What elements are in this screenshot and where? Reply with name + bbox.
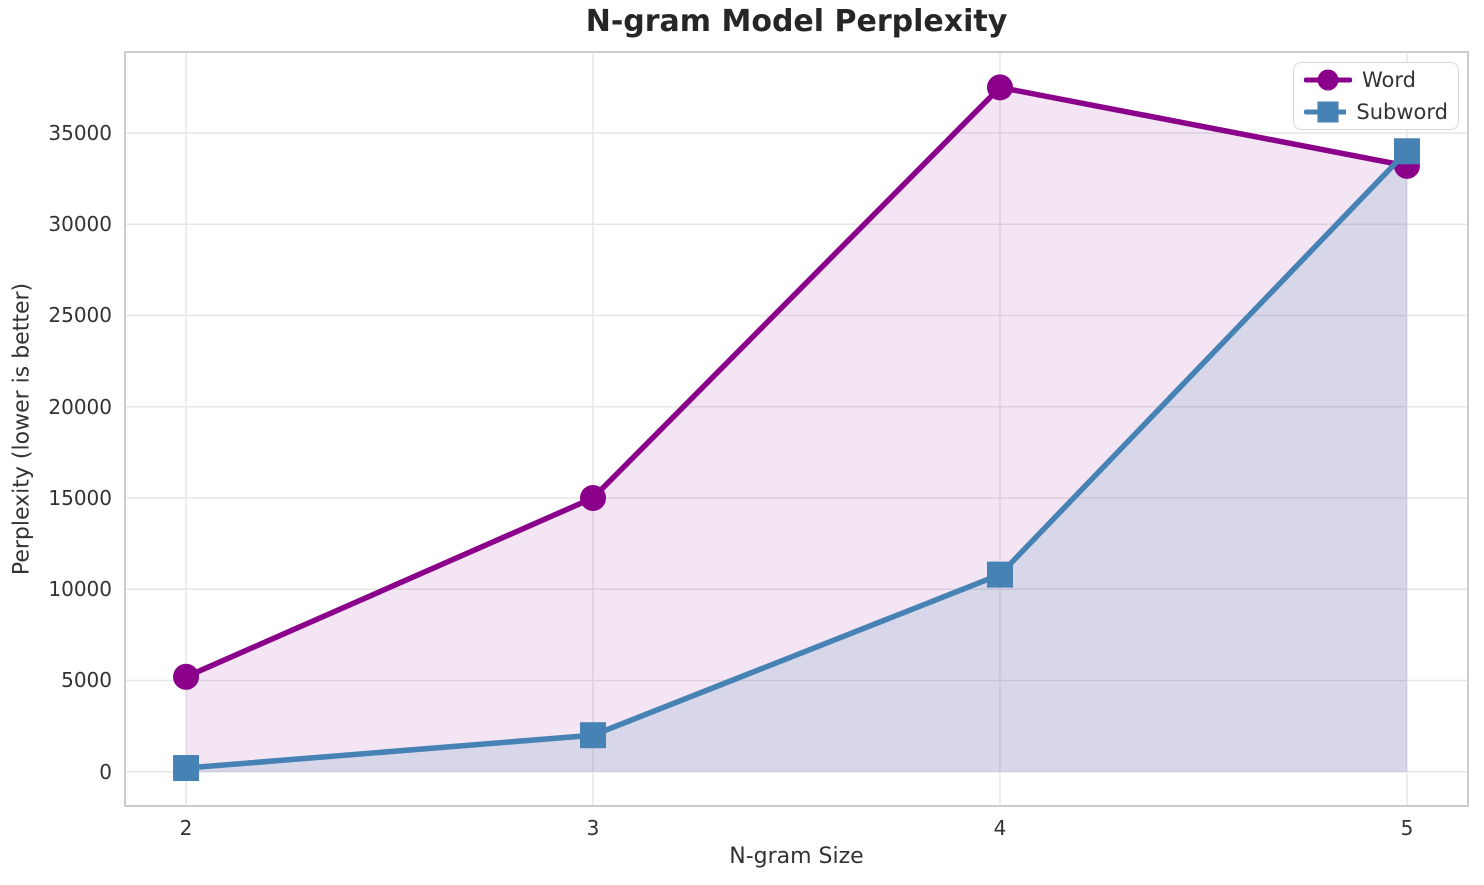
legend-entry-subword: Subword (1304, 96, 1448, 128)
legend-entry-word: Word (1304, 64, 1448, 96)
y-tick-label: 15000 (48, 485, 112, 510)
y-tick-label: 35000 (48, 121, 112, 146)
x-tick-label: 4 (993, 816, 1007, 840)
x-axis-label: N-gram Size (729, 844, 864, 869)
x-tick-label: 2 (179, 816, 193, 840)
subword-line-marker-sample (1304, 101, 1347, 123)
y-tick-label: 30000 (48, 212, 112, 237)
x-tick-label: 3 (586, 816, 600, 840)
y-tick-label: 25000 (48, 303, 112, 328)
y-tick-label: 5000 (61, 668, 112, 693)
y-tick-label: 10000 (48, 577, 112, 602)
y-tick-label: 0 (99, 759, 112, 784)
word-line-marker-sample (1304, 69, 1352, 91)
y-tick-label: 20000 (48, 394, 112, 419)
y-axis-label: Perplexity (lower is better) (9, 282, 35, 576)
legend: Word Subword (1293, 62, 1459, 130)
chart-title: N-gram Model Perplexity (585, 4, 1008, 39)
x-tick-label: 5 (1400, 816, 1414, 840)
legend-label-word: Word (1362, 68, 1416, 92)
legend-label-subword: Subword (1356, 100, 1448, 124)
